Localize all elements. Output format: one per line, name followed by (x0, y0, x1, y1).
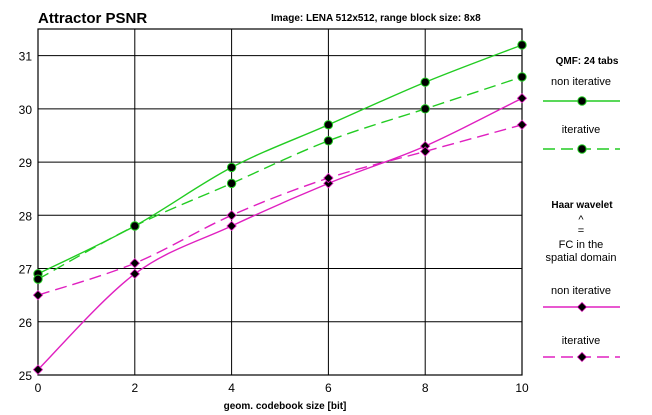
legend-haar-iterative-swatch (543, 351, 620, 363)
y-tick-label: 26 (19, 316, 33, 330)
data-point-3-5 (516, 119, 528, 130)
data-point-0-4 (420, 77, 430, 87)
data-point-0-2 (226, 162, 237, 173)
y-axis-ticks: 25 26 27 28 29 30 31 (19, 50, 33, 383)
legend-haar-note-line1: FC in the (559, 239, 604, 251)
legend-haar-equals-symbol: = (578, 225, 584, 237)
series-1 (33, 72, 527, 284)
legend-group-haar-title: Haar wavelet (551, 200, 613, 211)
data-point-3-1 (129, 258, 140, 269)
data-point-0-5 (517, 40, 527, 50)
legend-qmf-iterative-swatch (543, 144, 620, 154)
legend-swatch-marker-2 (576, 301, 588, 313)
grid (37, 29, 523, 376)
chart-title: Attractor PSNR (38, 10, 147, 27)
series-2 (32, 93, 528, 375)
legend-qmf-non-iterative-swatch (543, 96, 620, 106)
y-tick-label: 27 (19, 263, 33, 277)
series-line-3 (37, 124, 523, 296)
y-tick-label: 28 (19, 209, 33, 223)
x-tick-label: 4 (228, 381, 235, 395)
data-point-3-2 (226, 210, 237, 221)
data-point-2-2 (226, 220, 237, 232)
legend-swatch-marker-0 (577, 96, 587, 106)
legend-haar-non-iterative-label: non iterative (551, 285, 611, 297)
data-point-2-1 (129, 268, 140, 280)
legend-haar-note-line2: spatial domain (546, 252, 617, 264)
series-line-2 (37, 97, 523, 371)
data-point-3-0 (32, 289, 44, 301)
series-line-1 (37, 76, 523, 280)
legend-haar-non-iterative-swatch (543, 301, 620, 313)
x-tick-label: 2 (131, 381, 138, 395)
chart-subtitle: Image: LENA 512x512, range block size: 8… (271, 13, 481, 24)
x-axis-ticks: 0 2 4 6 8 10 (35, 381, 529, 395)
legend-swatch-marker-3 (576, 351, 588, 363)
y-tick-label: 30 (19, 103, 33, 117)
series-layer (32, 40, 528, 375)
series-0 (33, 40, 527, 279)
plot-frame (37, 28, 523, 376)
data-point-2-0 (32, 364, 44, 375)
y-tick-label: 29 (19, 156, 33, 170)
data-point-0-3 (323, 120, 334, 130)
x-axis-label: geom. codebook size [bit] (224, 401, 347, 412)
legend-haar-hat-symbol: ^ (578, 214, 584, 226)
legend-group-qmf-title: QMF: 24 tabs (556, 56, 619, 67)
data-point-1-0 (33, 274, 43, 284)
x-tick-label: 6 (325, 381, 332, 395)
legend-swatch-marker-1 (577, 144, 587, 154)
data-point-3-3 (323, 172, 334, 184)
legend-qmf-iterative-label: iterative (562, 124, 601, 136)
legend-qmf-non-iterative-label: non iterative (551, 76, 611, 88)
y-tick-label: 31 (19, 50, 33, 64)
data-point-1-3 (323, 136, 334, 146)
data-point-1-4 (420, 104, 430, 114)
x-tick-label: 10 (515, 381, 529, 395)
data-point-2-3 (323, 178, 334, 189)
x-tick-label: 0 (35, 381, 42, 395)
legend-haar-iterative-label: iterative (562, 335, 601, 347)
data-point-2-5 (516, 93, 528, 104)
x-tick-label: 8 (422, 381, 429, 395)
data-point-1-5 (517, 72, 527, 82)
data-point-3-4 (420, 146, 431, 157)
y-tick-label: 25 (19, 369, 33, 383)
data-point-1-1 (130, 221, 140, 231)
legend: QMF: 24 tabs non iterative iterative Haa… (543, 56, 620, 363)
series-3 (32, 119, 528, 301)
data-point-1-2 (226, 178, 237, 189)
series-line-0 (37, 44, 523, 275)
